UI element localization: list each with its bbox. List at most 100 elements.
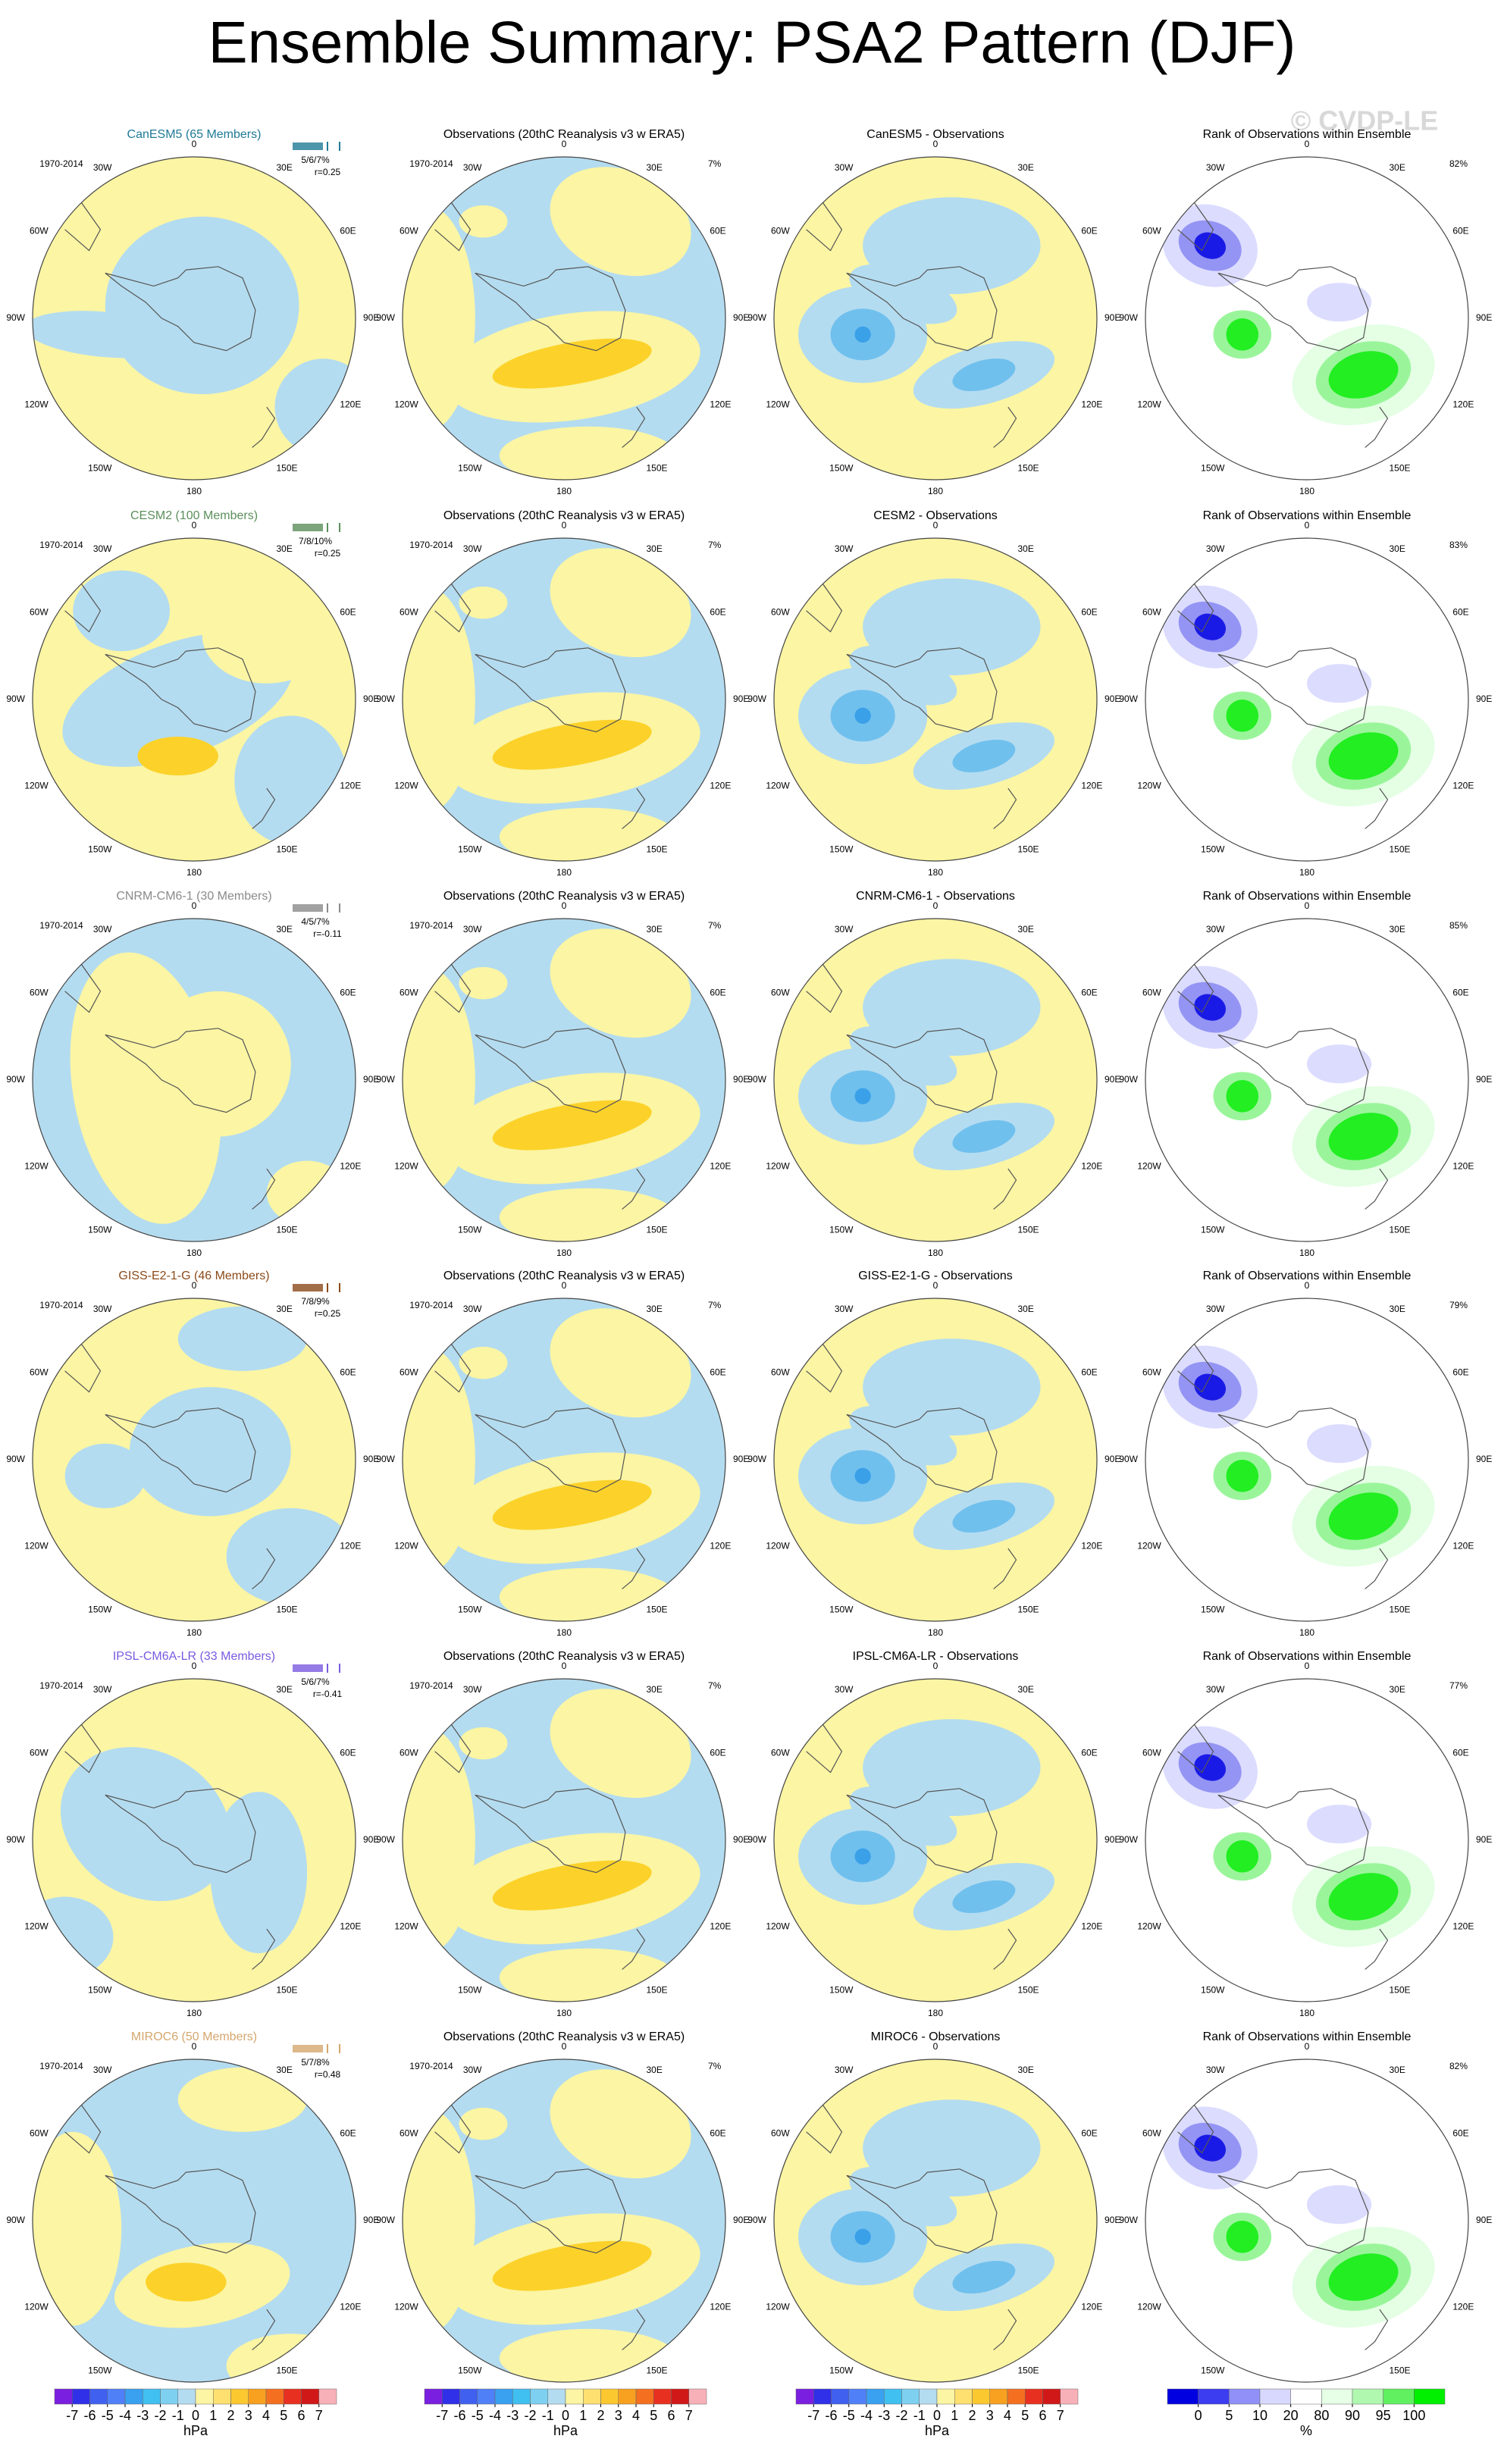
map-panel [1145,157,1468,480]
longitude-label: 0 [933,900,938,911]
longitude-label: 90W [6,312,25,323]
longitude-label: 30W [463,1304,482,1314]
longitude-label: 90W [747,1074,766,1085]
colorbar-tick-label: -4 [119,2408,131,2423]
longitude-label: 30W [835,1684,854,1695]
colorbar-box [459,2388,478,2405]
rank-pct: 77% [1449,1680,1468,1691]
period-label: 1970-2014 [409,1680,453,1691]
model-title: IPSL-CM6A-LR (33 Members) [113,1650,275,1663]
contour-region [952,1119,1016,1154]
contour-region [459,1346,508,1379]
longitude-label: 0 [192,1661,197,1671]
contour-region [550,167,691,277]
contour-region [1307,2185,1372,2224]
colorbar-tick-label: 100 [1402,2408,1425,2423]
contour-region [1194,1754,1227,1781]
longitude-label: 60E [340,226,356,236]
map-border [773,2059,1098,2383]
longitude-label: 180 [1299,1248,1314,1258]
colorbar-tick-label: 10 [1252,2408,1267,2423]
longitude-label: 60W [771,1748,790,1758]
longitude-label: 60E [710,607,725,618]
longitude-label: 0 [562,2041,567,2052]
longitude-label: 150E [1018,1984,1039,1995]
longitude-label: 30E [1018,1684,1034,1695]
longitude-label: 0 [192,520,197,531]
contour-region [499,1567,678,1621]
map-panel [774,1679,1097,2002]
longitude-label: 30W [835,162,854,173]
longitude-label: 120E [710,781,731,791]
contour-region [1145,538,1468,861]
longitude-label: 60W [1142,1748,1161,1758]
coastline [252,787,276,829]
longitude-label: 0 [933,520,938,531]
contour-region [1307,1424,1372,1464]
contour-region [499,1948,678,2002]
longitude-label: 120E [340,1921,361,1932]
map-panel [774,157,1097,480]
longitude-label: 90E [1476,1834,1492,1845]
contour-region [129,1387,291,1517]
map-border [1145,1298,1469,1622]
colorbar-tick-label: -4 [860,2408,873,2423]
map-border [32,2059,356,2383]
diff-title: CNRM-CM6-1 - Observations [856,890,1015,903]
coastline [622,1928,646,1970]
longitude-label: 90E [363,1454,379,1464]
coastline [105,1028,256,1113]
contour-region [1194,232,1227,259]
longitude-label: 120W [24,781,49,791]
period-label: 1970-2014 [409,540,453,550]
colorbar-box [248,2388,267,2405]
coastline [993,406,1017,448]
map-border [32,156,356,481]
longitude-label: 60E [340,1748,356,1758]
longitude-label: 90W [376,2215,395,2225]
coastline [1217,266,1369,352]
colorbar-box [1259,2388,1291,2405]
colorbar-tick-label: -1 [913,2408,926,2423]
obs-pct: 7% [708,1680,722,1691]
contour-region [854,1848,871,1864]
map-border [32,537,356,862]
colorbar-box [1229,2388,1261,2405]
spread-glyph [293,2045,323,2052]
colorbar-box [1167,2388,1198,2405]
longitude-label: 150W [829,1604,854,1614]
diff-title: GISS-E2-1-G - Observations [858,1270,1013,1282]
obs-pct: 7% [708,158,722,169]
colorbar-box [1007,2388,1026,2405]
coastline [1365,787,1389,829]
rank-title: Rank of Observations within Ensemble [1203,128,1412,141]
pattern-pct: 5/6/7% [301,155,330,165]
longitude-label: 60E [710,1748,725,1758]
longitude-label: 180 [556,2008,572,2018]
longitude-label: 150E [647,1984,668,1995]
coastline [105,647,256,733]
longitude-label: 120E [1452,1921,1474,1932]
coastline [252,406,276,448]
longitude-label: 120W [394,399,418,410]
contour-region [854,1088,871,1104]
coastline [1217,647,1369,733]
map-border [1145,2059,1469,2383]
colorbar-tick-label: 2 [968,2408,976,2423]
colorbar-tick-label: -3 [136,2408,149,2423]
longitude-label: 150W [88,1224,112,1235]
longitude-label: 0 [562,139,567,149]
longitude-label: 150E [1390,844,1411,854]
longitude-label: 120E [1452,2302,1474,2312]
longitude-label: 30W [835,1304,854,1314]
longitude-label: 0 [562,900,567,911]
longitude-label: 0 [192,139,197,149]
longitude-label: 120W [766,2302,790,2312]
obs-pct: 7% [708,540,722,550]
spread-glyph [293,524,323,531]
colorbar-tick-label: -2 [524,2408,536,2423]
coastline [475,647,626,733]
colorbar-box [301,2388,319,2405]
longitude-label: 60W [771,988,790,998]
coastline [1365,2309,1389,2350]
